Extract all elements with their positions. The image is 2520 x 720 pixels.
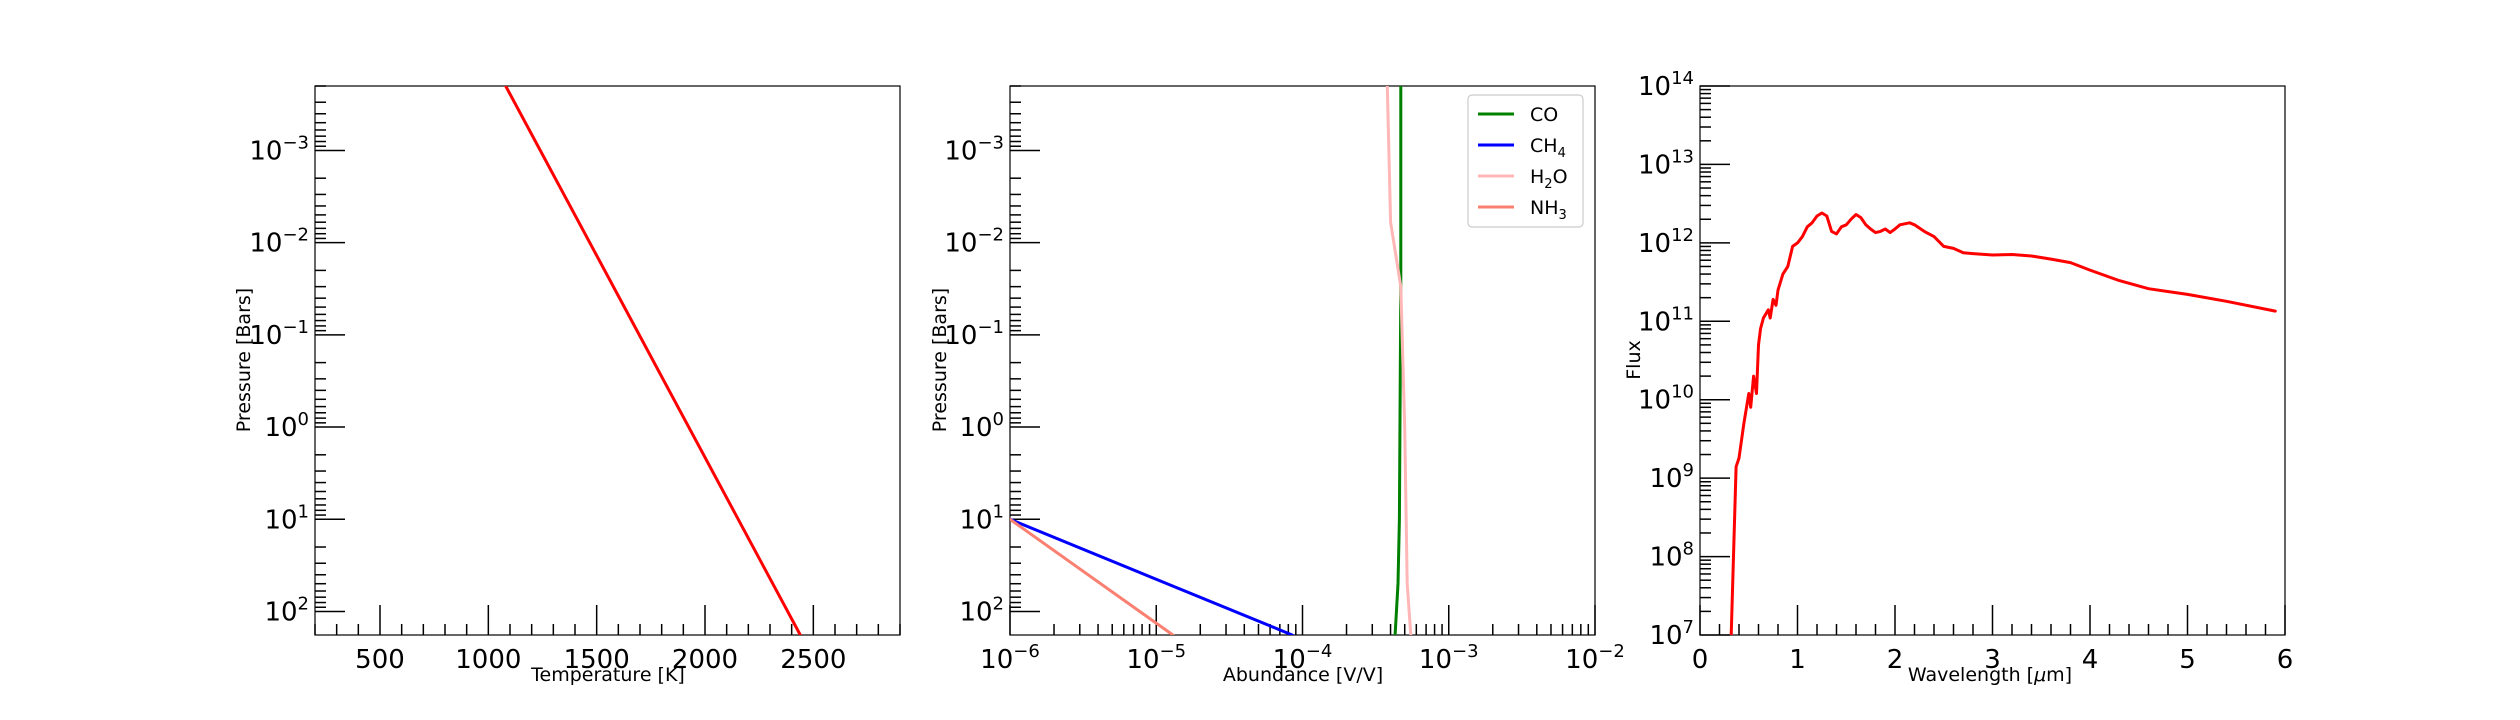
x-tick-label: 2500 <box>780 645 846 675</box>
x-tick-label: 10−4 <box>1273 641 1333 675</box>
y-tick-label: 10−2 <box>249 225 309 259</box>
plot-frame <box>1699 85 2286 636</box>
x-tick-label: 5 <box>2179 645 2196 675</box>
x-tick-label: 1 <box>1789 645 1806 675</box>
y-tick-label: 100 <box>959 409 1004 443</box>
y-tick-label: 10−3 <box>249 132 309 166</box>
temperature-x-label: Temperature [K] <box>530 664 685 686</box>
x-tick-label: 10−6 <box>980 641 1040 675</box>
series-lines <box>1010 86 1413 635</box>
y-tick-label: 109 <box>1649 460 1694 494</box>
flux-plot: 0 1 2 3 4 5 6 107 108 109 1010 1011 1012 1013 1014 <box>1638 68 2293 675</box>
series-line-1 <box>1729 211 2277 635</box>
y-tick-label: 1013 <box>1638 146 1694 180</box>
y-tick-label: 1014 <box>1638 68 1694 102</box>
y-tick-label: 100 <box>264 409 309 443</box>
x-tick-label: 4 <box>2082 645 2099 675</box>
series-line-ch4 <box>1010 517 1294 635</box>
x-tick-label: 0 <box>1692 645 1709 675</box>
y-tick-label: 101 <box>959 501 1004 535</box>
y-tick-label: 1010 <box>1638 382 1694 416</box>
x-tick-label: 2 <box>1887 645 1904 675</box>
y-tick-label: 10−2 <box>944 225 1004 259</box>
y-tick-label: 102 <box>264 593 309 627</box>
temperature-y-label: Pressure [Bars] <box>233 288 255 432</box>
x-tick-label: 10−2 <box>1565 641 1625 675</box>
legend-frame <box>1467 94 1584 228</box>
y-tick-label: 10−3 <box>944 132 1004 166</box>
y-tick-label: 10−1 <box>249 317 309 351</box>
legend-label-h2o: H2O <box>1530 166 1568 192</box>
panel-temperature-pressure: 500 1000 1500 2000 2500 10−3 10−2 10−1 100 101 102… <box>233 85 901 686</box>
series-line-co <box>1393 86 1403 635</box>
abundance-x-label: Abundance [V/V] <box>1223 664 1383 686</box>
series-line-h2o <box>1385 86 1413 635</box>
temperature-plot: 500 1000 1500 2000 2500 10−3 10−2 10−1 100 101 102 <box>249 85 901 675</box>
series-lines <box>1729 211 2277 635</box>
y-tick-label: 10−1 <box>944 317 1004 351</box>
y-tick-label: 102 <box>959 593 1004 627</box>
x-tick-label: 2000 <box>672 645 738 675</box>
series-line-1 <box>504 86 802 635</box>
abundance-plot: 10−6 10−5 10−4 10−3 10−2 10−3 10−2 10−1 100 101 10… <box>944 85 1625 675</box>
y-tick-label: 101 <box>264 501 309 535</box>
legend-entry-h2o: H2O <box>1478 166 1568 192</box>
y-tick-label: 108 <box>1649 539 1694 573</box>
x-tick-label: 1000 <box>455 645 521 675</box>
series-lines <box>504 86 802 635</box>
x-tick-label: 500 <box>355 645 405 675</box>
y-tick-label: 107 <box>1649 617 1694 651</box>
flux-y-label: Flux <box>1623 340 1645 380</box>
legend-label-co: CO <box>1530 104 1558 126</box>
y-tick-label: 1011 <box>1638 303 1694 337</box>
x-tick-label: 10−3 <box>1419 641 1479 675</box>
abundance-y-label: Pressure [Bars] <box>929 288 951 432</box>
x-tick-label: 1500 <box>564 645 630 675</box>
panel-wavelength-flux: 0 1 2 3 4 5 6 107 108 109 1010 1011 1012 1013 1014 Wav… <box>1623 68 2293 686</box>
plot-frame <box>314 85 901 636</box>
series-line-nh3 <box>1010 517 1175 635</box>
flux-x-label: Wavelength [μm] <box>1908 664 2072 686</box>
x-tick-label: 6 <box>2277 645 2294 675</box>
panel-abundance-pressure: 10−6 10−5 10−4 10−3 10−2 10−3 10−2 10−1 100 101 10… <box>929 85 1625 686</box>
y-tick-label: 1012 <box>1638 225 1694 259</box>
x-tick-label: 10−5 <box>1126 641 1186 675</box>
x-tick-label: 3 <box>1984 645 2001 675</box>
abundance-legend: CO CH4 H2O NH3 <box>1467 94 1584 228</box>
legend-entry-co: CO <box>1478 104 1558 126</box>
